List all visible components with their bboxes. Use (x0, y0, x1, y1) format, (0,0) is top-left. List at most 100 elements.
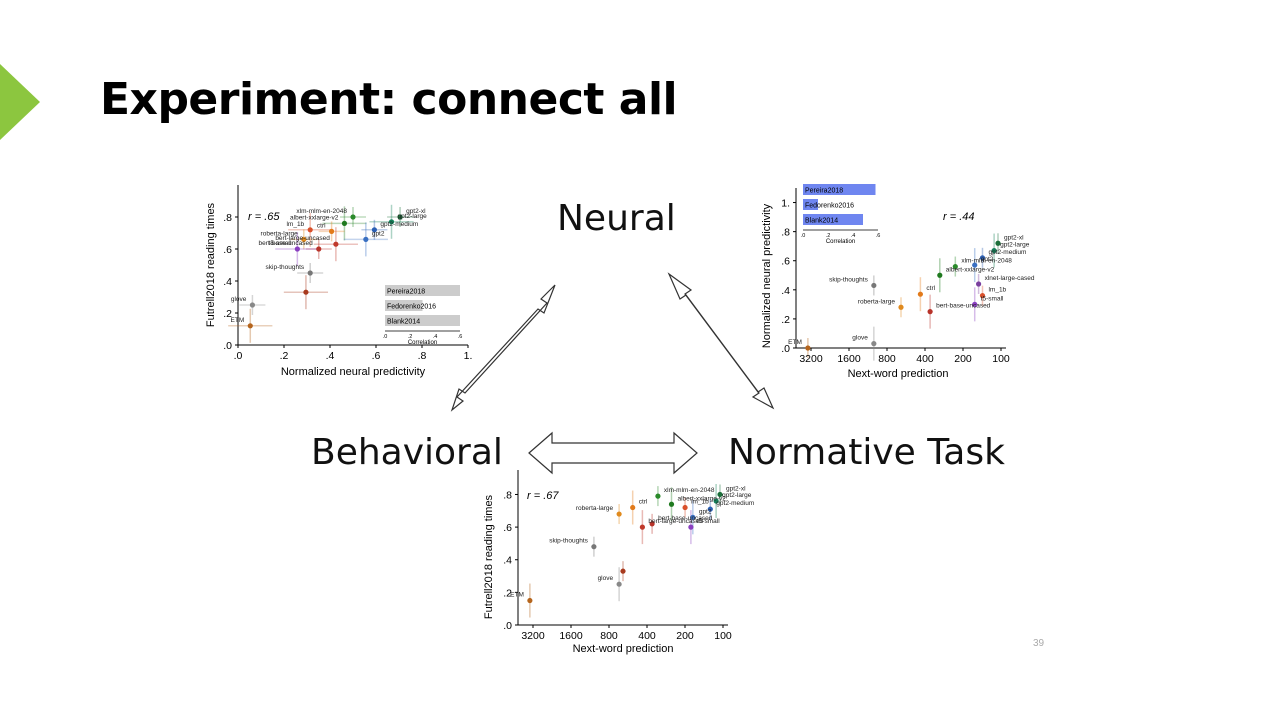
inset-x-tick-label: .2 (826, 233, 831, 239)
point-label: xlm-mlm-en-2048 (296, 208, 347, 215)
inset-bar (803, 184, 876, 195)
point-label: bert-large-uncased (275, 235, 330, 242)
data-point (937, 272, 943, 278)
y-tick-label: .8 (503, 489, 512, 501)
data-point (707, 506, 713, 512)
point-label: gpt2-medium (988, 249, 1026, 256)
inset-x-tick-label: .4 (851, 233, 856, 239)
data-point (350, 214, 356, 220)
point-label: ctrl (926, 285, 935, 292)
data-point (995, 240, 1001, 246)
y-tick-label: .6 (503, 522, 512, 534)
data-point (329, 228, 335, 234)
data-point (639, 524, 645, 530)
axes (237, 185, 468, 346)
inset-bar-label: Fedorenko2016 (387, 304, 436, 311)
point-label: xlm-mlm-en-2048 (961, 258, 1012, 265)
scatter-nextword-vs-neural: 3200 1600 800 400 200 100 .0 .2 .4 .6 .8 1. gpt2-xl… (761, 184, 1035, 380)
data-point (927, 309, 933, 315)
x-tick-label: .0 (234, 350, 243, 362)
y-tick-label: .2 (781, 314, 790, 326)
data-point (898, 304, 904, 310)
data-point (591, 544, 597, 550)
data-point (616, 581, 622, 587)
data-point (972, 301, 978, 307)
x-tick-label: 100 (992, 353, 1010, 365)
point-label: glove (852, 335, 868, 342)
inset-bar-label: Fedorenko2016 (805, 203, 854, 210)
y-axis-label: Futrell2018 reading times (483, 494, 495, 619)
data-point (917, 291, 923, 297)
point-label: roberta-large (576, 505, 614, 512)
data-point (303, 289, 309, 295)
data-point (976, 281, 982, 287)
inset-x-tick-label: .2 (408, 334, 413, 340)
axes (517, 470, 728, 626)
point-label: glove (598, 575, 614, 582)
arrow-neural-behavioral (450, 284, 556, 412)
data-point (871, 341, 877, 347)
y-tick-label: .4 (781, 285, 790, 297)
slide-title: Experiment: connect all (100, 74, 678, 125)
point-label: gpt2 (699, 508, 712, 515)
inset-bar (385, 285, 460, 296)
point-label: gpt2-large (722, 492, 752, 499)
data-point (307, 227, 313, 233)
point-label: bert-large-uncased (648, 518, 703, 525)
data-point (307, 270, 313, 276)
x-tick-label: 100 (714, 630, 732, 642)
data-point (249, 302, 256, 308)
inset-x-axis-label: Correlation (826, 239, 855, 245)
inset-bar-label: Pereira2018 (387, 289, 425, 296)
point-label: gpt2-medium (380, 221, 418, 228)
inset-x-tick-label: .6 (876, 233, 881, 239)
r-label: r = .67 (527, 490, 559, 502)
data-point (527, 597, 533, 604)
inset-bar-label: Blank2014 (387, 319, 420, 326)
point-label: t5-small (981, 295, 1004, 302)
point-label: lm_1b (286, 221, 304, 228)
inset-x-tick-label: .6 (458, 334, 463, 340)
point-label: albert-xxlarge-v2 (290, 214, 339, 221)
scatter-nextword-vs-reading: 3200 1600 800 400 200 100.0.2.4.6.8 gpt2-xlgp… (483, 470, 754, 655)
inset-x-axis-label: Correlation (408, 340, 437, 346)
data-point (620, 568, 626, 574)
x-tick-label: .6 (372, 350, 381, 362)
x-axis-label: Normalized neural predictivity (281, 366, 426, 378)
point-label: ctrl (639, 499, 648, 506)
point-label: ETM (510, 592, 524, 599)
x-tick-label: 400 (638, 630, 656, 642)
point-label: bert-base-uncased (658, 515, 713, 522)
x-tick-label: 800 (600, 630, 618, 642)
x-tick-label: 3200 (521, 630, 545, 642)
point-label: roberta-large (858, 298, 896, 305)
point-label: albert-xxlarge-v2 (946, 266, 995, 273)
point-label: xlm-mlm-en-2048 (664, 487, 715, 494)
y-tick-label: .2 (223, 308, 232, 320)
data-point (363, 236, 369, 242)
x-tick-label: 800 (878, 353, 896, 365)
scatter-neural-vs-reading: .0 .2 .4 .6 .8 1. .0 .2 .4 .6 .8 gpt2-xlgpt2-large… (205, 185, 472, 378)
y-tick-label: .6 (781, 256, 790, 268)
y-tick-label: .0 (503, 620, 512, 632)
data-point (397, 214, 403, 220)
inset-bar (385, 300, 423, 311)
point-label: gpt2-large (398, 213, 428, 220)
point-label: gpt2 (372, 230, 385, 237)
point-label: xlnet-large-cased (985, 275, 1035, 282)
x-tick-label: 1600 (559, 630, 583, 642)
y-tick-label: .4 (503, 555, 512, 567)
x-tick-label: 3200 (799, 353, 823, 365)
point-label: skip-thoughts (266, 264, 305, 271)
y-tick-label: .0 (781, 343, 790, 355)
data-point (713, 498, 719, 504)
data-point (649, 521, 655, 527)
point-label: gpt2-medium (716, 500, 754, 507)
y-tick-label: .8 (781, 227, 790, 239)
data-point (630, 504, 636, 511)
data-point (688, 524, 694, 530)
point-label: albert-xxlarge-v2 (678, 495, 727, 502)
x-tick-label: .4 (326, 350, 335, 362)
data-point (979, 255, 986, 261)
